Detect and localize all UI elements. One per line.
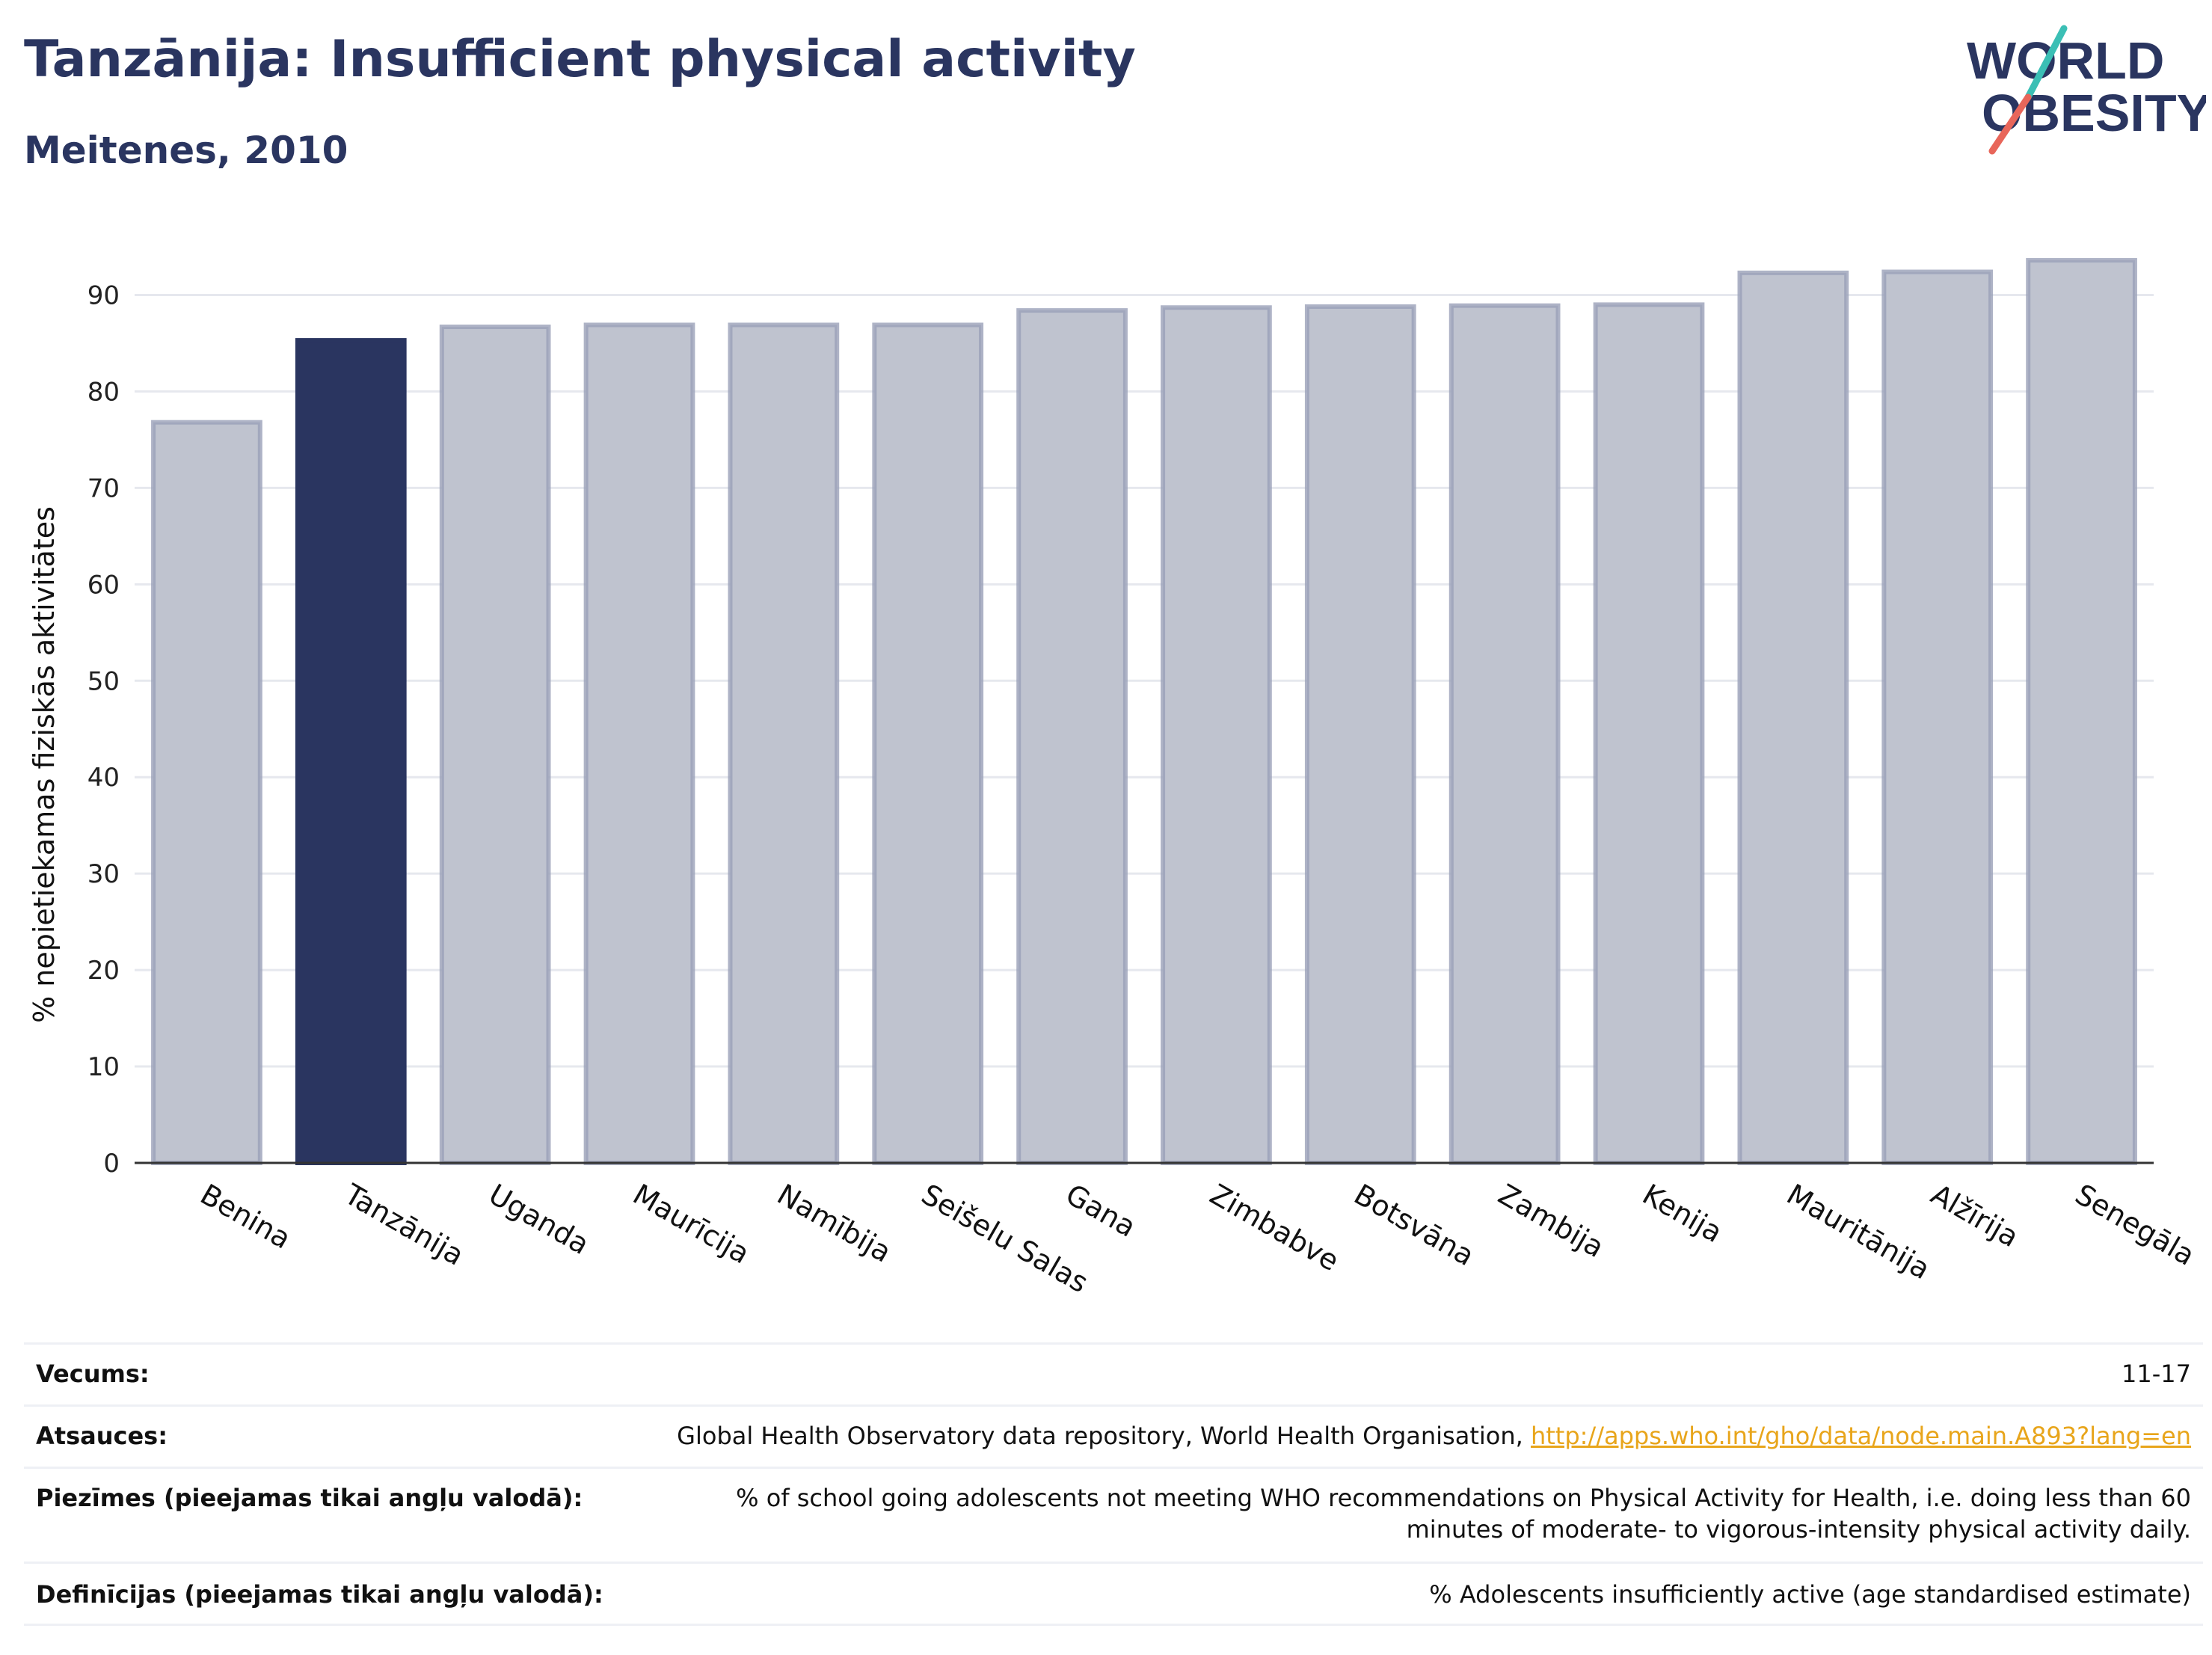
x-tick-label: Uganda [483, 1178, 595, 1261]
logo-slash-red [1988, 93, 2032, 155]
bar [872, 322, 984, 1165]
y-tick-label: 80 [87, 377, 120, 407]
meta-label-notes: Piezīmes (pieejamas tikai angļu valodā): [36, 1484, 583, 1512]
y-tick-label: 40 [87, 763, 120, 793]
x-tick-label: Botsvāna [1348, 1178, 1479, 1273]
x-tick-label: Alžīrija [1926, 1178, 2024, 1254]
x-tick-label: Benina [195, 1178, 297, 1256]
bar [583, 322, 695, 1165]
bar [1161, 305, 1272, 1166]
bar [1016, 308, 1128, 1166]
x-tick-label: Zimbabve [1205, 1178, 1345, 1278]
grid-lines [135, 293, 2154, 1068]
x-tick-label: Zambija [1493, 1178, 1609, 1265]
bar [728, 322, 840, 1165]
meta-row-age: Vecums: 11-17 [24, 1342, 2203, 1404]
x-tick-label: Gana [1060, 1178, 1142, 1244]
world-obesity-logo: WORLD OBESITY [1967, 25, 2206, 155]
bars [151, 258, 2137, 1166]
bar [151, 420, 262, 1165]
x-tick-labels: Benina Tanzānija Uganda Maurīcija Namībija Se… [195, 1177, 2201, 1299]
meta-label-definitions: Definīcijas (pieejamas tikai angļu valod… [36, 1580, 603, 1609]
logo-slash-teal [2024, 25, 2068, 101]
meta-label-age: Vecums: [36, 1360, 150, 1388]
y-axis-label: % nepietiekamas fiziskās aktivitātes [28, 506, 61, 1023]
bar [1737, 270, 1849, 1165]
bar-chart: 0 10 20 30 40 50 60 70 80 90 Benina Tanzānija Ugand… [28, 258, 2201, 1299]
meta-value-age: 11-17 [2122, 1360, 2191, 1388]
y-tick-label: 90 [87, 280, 120, 310]
bar [439, 325, 551, 1165]
x-tick-label: Kenija [1637, 1178, 1727, 1250]
meta-value-sources: Global Health Observatory data repositor… [677, 1420, 2191, 1452]
meta-value-notes: % of school going adolescents not meetin… [736, 1484, 2191, 1544]
meta-source-text: Global Health Observatory data repositor… [677, 1422, 1531, 1450]
x-tick-label: Senegāla [2070, 1178, 2201, 1272]
y-tick-label: 70 [87, 473, 120, 503]
y-tick-label: 60 [87, 570, 120, 600]
y-tick-label: 20 [87, 956, 120, 986]
meta-row-notes: Piezīmes (pieejamas tikai angļu valodā):… [24, 1467, 2203, 1562]
bar [1448, 303, 1561, 1166]
page-title: Tanzānija: Insufficient physical activit… [24, 30, 1136, 89]
bar [1304, 304, 1416, 1165]
logo-line1: WORLD [1967, 31, 2164, 90]
x-tick-label: Mauritānija [1781, 1178, 1935, 1286]
bar [2026, 258, 2137, 1166]
x-tick-label: Tanzānija [339, 1177, 470, 1272]
meta-label-sources: Atsauces: [36, 1422, 168, 1450]
bar [295, 338, 407, 1165]
y-tick-label: 50 [87, 666, 120, 696]
meta-row-sources: Atsauces: Global Health Observatory data… [24, 1404, 2203, 1467]
x-tick-label: Maurīcija [627, 1178, 755, 1271]
y-tick-label: 10 [87, 1052, 120, 1082]
y-tick-labels: 0 10 20 30 40 50 60 70 80 90 [87, 280, 120, 1179]
meta-row-definitions: Definīcijas (pieejamas tikai angļu valod… [24, 1562, 2203, 1626]
bar [1881, 269, 1994, 1165]
x-tick-label: Namībija [772, 1178, 897, 1269]
page-subtitle: Meitenes, 2010 [24, 129, 348, 172]
y-tick-label: 0 [103, 1149, 120, 1179]
bar [1593, 302, 1705, 1165]
y-tick-label: 30 [87, 859, 120, 889]
meta-source-link[interactable]: http://apps.who.int/gho/data/node.main.A… [1530, 1422, 2191, 1450]
meta-value-definitions: % Adolescents insufficiently active (age… [1429, 1580, 2191, 1609]
metadata-table: Vecums: 11-17 Atsauces: Global Health Ob… [24, 1342, 2203, 1626]
